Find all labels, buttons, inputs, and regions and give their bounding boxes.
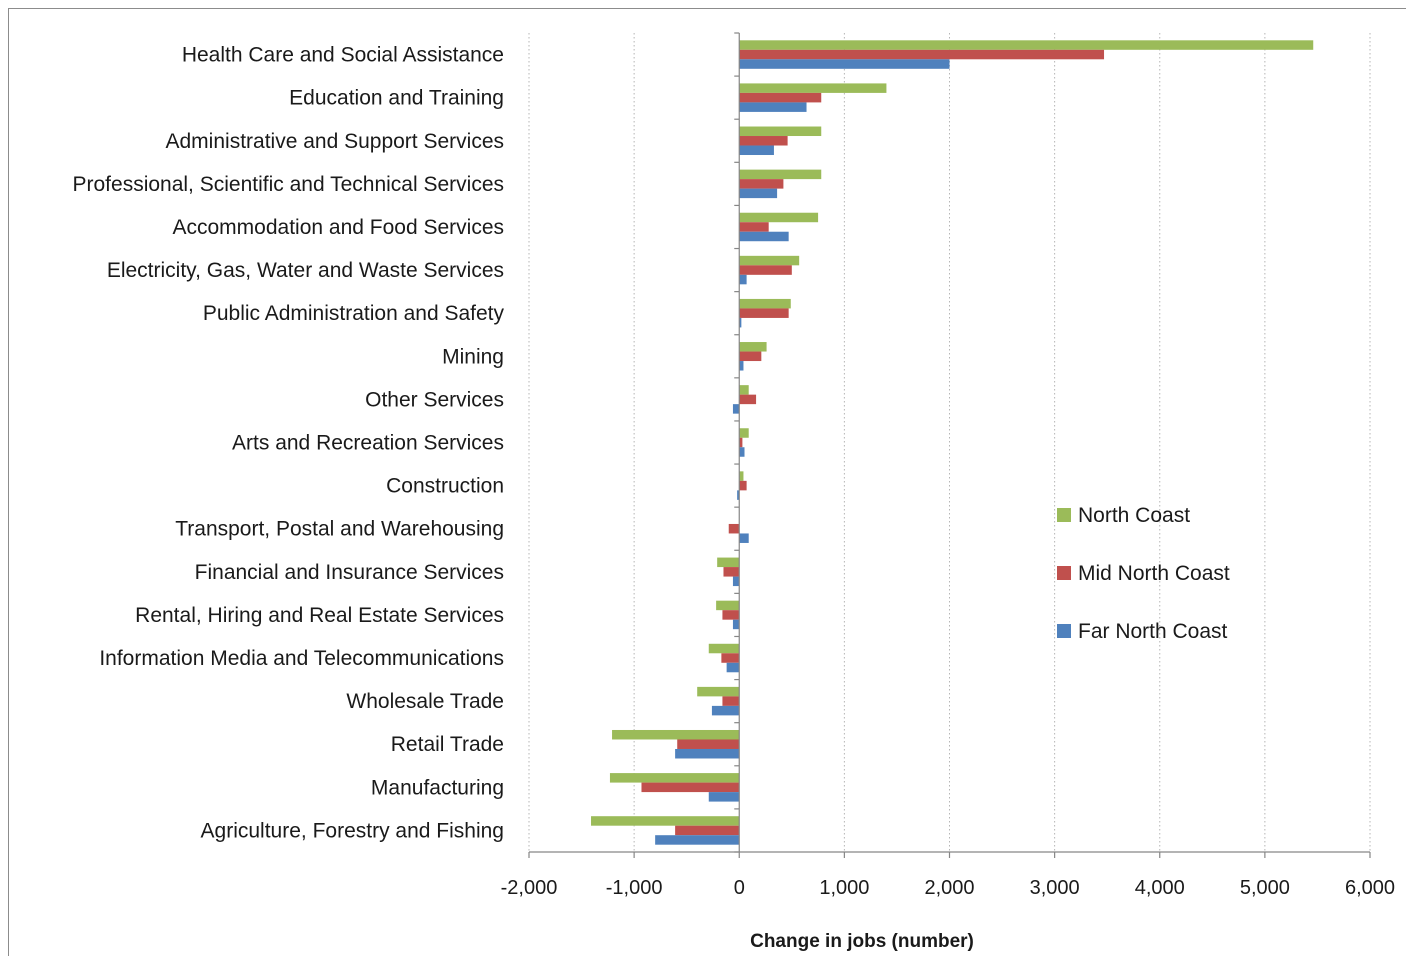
bar-mid-north-coast [722,696,740,706]
legend-label-far-north-coast: Far North Coast [1078,620,1228,643]
legend-swatch-north-coast [1057,508,1071,522]
legend-label-north-coast: North Coast [1078,504,1190,527]
bar-mid-north-coast [641,782,740,793]
category-label: Public Administration and Safety [203,302,505,325]
bar-far-north-coast [739,447,745,457]
bar-far-north-coast [739,274,747,285]
bars [591,40,1314,845]
bar-north-coast [739,83,887,93]
bar-mid-north-coast [728,523,740,534]
bar-north-coast [717,557,740,568]
tick-labels: -2,000 -1,000 0 1,000 2,000 3,000 4,000 5,000 6,… [501,877,1395,899]
category-label: Professional, Scientific and Technical S… [73,173,505,196]
category-label: Agriculture, Forestry and Fishing [201,819,504,842]
bar-north-coast [739,255,800,266]
bar-north-coast [739,212,819,223]
category-label: Mining [442,345,504,368]
x-tick-label: 0 [734,877,745,899]
legend: North Coast Mid North Coast Far North Coas… [1057,504,1230,643]
chart-frame [8,8,1406,956]
bar-north-coast [697,686,740,697]
x-tick-label: -2,000 [501,877,558,899]
category-label: Transport, Postal and Warehousing [175,518,504,541]
x-tick-label: 4,000 [1135,877,1185,899]
legend-label-mid-north-coast: Mid North Coast [1078,562,1230,585]
bar-mid-north-coast [739,437,743,448]
bar-mid-north-coast [739,92,822,103]
category-label: Retail Trade [391,733,504,756]
x-tick-label: 1,000 [819,877,869,899]
bar-far-north-coast [655,835,740,845]
bar-mid-north-coast [739,394,757,405]
bar-north-coast [739,342,767,352]
bar-mid-north-coast [721,653,740,663]
category-label: Electricity, Gas, Water and Waste Servic… [107,259,504,282]
category-label: Financial and Insurance Services [195,561,504,584]
category-label: Information Media and Telecommunications [99,647,504,670]
bar-north-coast [739,385,749,395]
bar-north-coast [739,169,822,180]
bar-north-coast [739,471,744,481]
bar-far-north-coast [739,231,789,242]
bar-far-north-coast [726,662,740,673]
bar-mid-north-coast [739,179,784,189]
bar-far-north-coast [739,361,744,371]
bar-far-north-coast [732,576,740,587]
bar-north-coast [591,816,740,826]
axes [528,32,1371,858]
bar-far-north-coast [708,792,740,802]
category-label: Administrative and Support Services [166,130,505,153]
bar-north-coast [739,298,791,309]
bar-far-north-coast [739,102,807,112]
bar-far-north-coast [739,145,774,156]
bar-mid-north-coast [677,739,740,749]
bar-mid-north-coast [739,265,792,275]
bar-mid-north-coast [723,567,740,577]
bar-north-coast [609,773,740,783]
category-label: Arts and Recreation Services [232,432,504,455]
category-label: Wholesale Trade [346,690,504,713]
bar-mid-north-coast [722,610,740,620]
category-label: Accommodation and Food Services [173,216,505,239]
bar-far-north-coast [732,404,740,414]
x-tick-label: 5,000 [1240,877,1290,899]
bar-mid-north-coast [739,136,788,146]
x-tick-label: 3,000 [1030,877,1080,899]
bar-north-coast [739,428,749,438]
category-label: Construction [386,475,504,498]
bar-mid-north-coast [739,351,762,362]
x-tick-label: -1,000 [606,877,663,899]
category-label: Rental, Hiring and Real Estate Services [135,604,504,627]
bar-far-north-coast [732,619,740,630]
x-tick-label: 2,000 [924,877,974,899]
bar-far-north-coast [737,490,740,500]
bar-north-coast [739,126,822,137]
bar-far-north-coast [675,748,740,759]
bar-mid-north-coast [739,480,747,491]
gridlines [528,33,1371,852]
category-label: Manufacturing [371,776,504,799]
category-label: Other Services [365,388,504,411]
bar-mid-north-coast [739,49,1105,60]
category-label: Health Care and Social Assistance [182,44,504,67]
x-tick-label: 6,000 [1345,877,1395,899]
bar-mid-north-coast [739,222,769,232]
bar-far-north-coast [739,317,742,328]
bar-far-north-coast [711,705,740,716]
bar-north-coast [708,643,740,654]
bar-north-coast [612,729,740,740]
x-axis-title: Change in jobs (number) [750,931,974,952]
bar-far-north-coast [739,533,749,543]
bar-north-coast [739,40,1314,50]
bar-mid-north-coast [675,825,740,836]
bar-far-north-coast [739,59,950,69]
bar-mid-north-coast [739,308,789,318]
legend-swatch-far-north-coast [1057,624,1071,638]
bar-north-coast [716,600,740,611]
category-labels: Health Care and Social Assistance Educati… [73,44,505,843]
bar-far-north-coast [739,188,778,199]
legend-swatch-mid-north-coast [1057,566,1071,580]
category-label: Education and Training [289,87,504,110]
